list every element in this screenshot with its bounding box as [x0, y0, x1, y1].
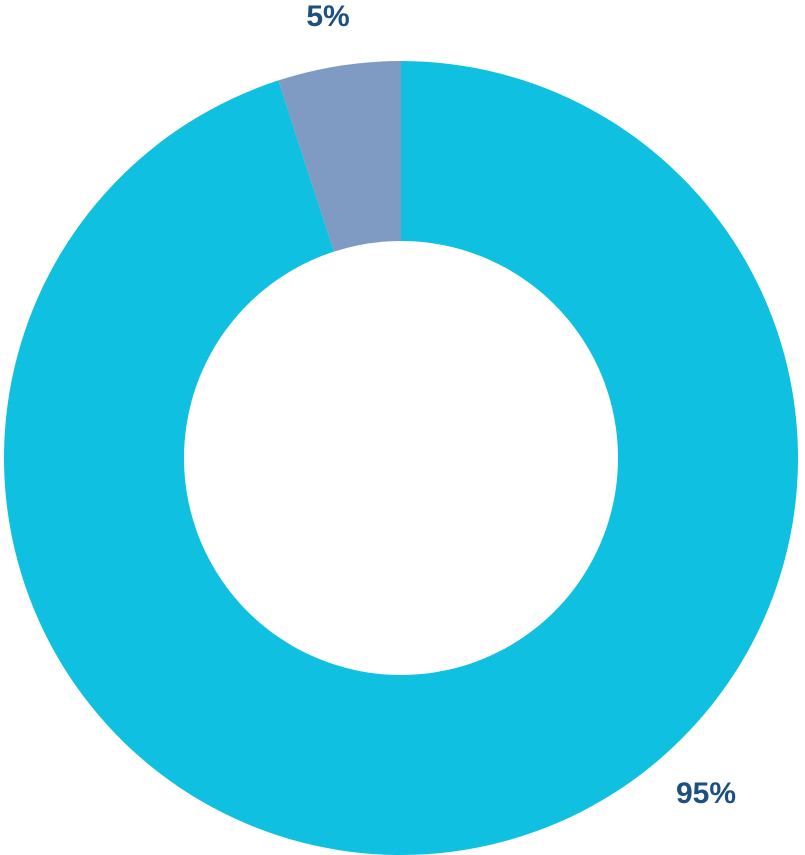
value-label: 95% — [676, 777, 736, 810]
donut-segment — [3, 61, 798, 855]
donut-segment — [278, 61, 401, 252]
value-label: 5% — [306, 0, 349, 33]
